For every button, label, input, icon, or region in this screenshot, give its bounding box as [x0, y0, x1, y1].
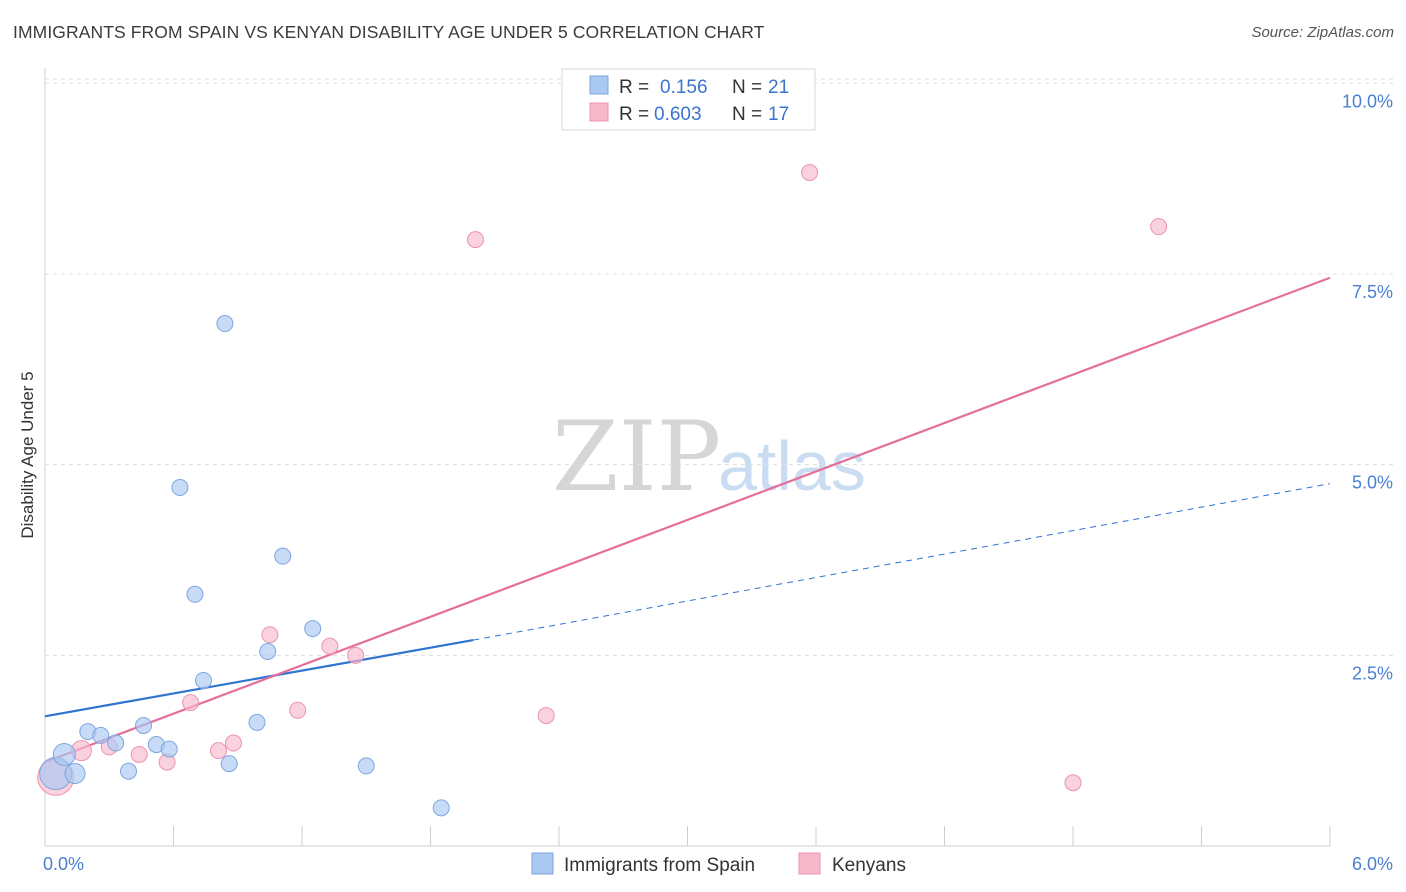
stats-r-value-blue: 0.156	[660, 77, 708, 98]
y-tick-label: 5.0%	[1352, 473, 1393, 493]
point-kenyans	[209, 742, 227, 760]
point-kenyans	[224, 734, 242, 752]
point-spain	[107, 734, 125, 752]
point-kenyans	[537, 707, 555, 725]
point-spain	[304, 620, 322, 638]
point-spain	[216, 315, 234, 333]
point-kenyans	[347, 646, 365, 664]
point-spain	[120, 762, 138, 780]
source-label: Source: ZipAtlas.com	[1251, 24, 1394, 41]
point-kenyans	[321, 637, 339, 655]
point-spain	[432, 799, 450, 817]
point-spain	[194, 671, 212, 689]
y-axis-label: Disability Age Under 5	[18, 371, 37, 538]
point-spain	[186, 585, 204, 603]
point-kenyans	[130, 745, 148, 763]
point-kenyans	[261, 626, 279, 644]
point-spain	[64, 763, 86, 785]
point-kenyans	[1150, 218, 1168, 236]
point-spain	[274, 547, 292, 565]
stats-box: R = 0.156 N = 21 R = 0.603 N = 17	[561, 68, 816, 131]
watermark-zip: ZIP	[552, 401, 721, 513]
y-tick-label: 2.5%	[1352, 663, 1393, 683]
stats-n-value-pink: 17	[768, 104, 789, 125]
point-spain	[160, 740, 178, 758]
gridlines	[45, 78, 1393, 656]
stats-swatch-pink	[589, 102, 609, 122]
trend-extension-spain	[473, 483, 1331, 641]
point-kenyans	[289, 701, 307, 719]
watermark-atlas: atlas	[718, 427, 866, 505]
point-kenyans	[182, 694, 200, 712]
point-spain	[220, 755, 238, 773]
legend: Immigrants from Spain Kenyans	[531, 852, 906, 876]
legend-label-spain: Immigrants from Spain	[564, 855, 755, 876]
point-spain	[135, 716, 153, 734]
stats-swatch-blue	[589, 75, 609, 95]
point-kenyans	[1064, 774, 1082, 792]
trend-line-spain	[44, 638, 474, 718]
y-tick-labels: 2.5% 5.0% 7.5% 10.0%	[1342, 91, 1393, 683]
stats-r-label-pink: R =	[619, 104, 649, 125]
chart-title: IMMIGRANTS FROM SPAIN VS KENYAN DISABILI…	[13, 22, 765, 42]
stats-r-label-blue: R =	[619, 77, 649, 98]
point-spain	[52, 742, 76, 766]
legend-label-kenyans: Kenyans	[832, 855, 906, 876]
point-spain	[92, 726, 110, 744]
stats-n-label-blue: N =	[732, 77, 762, 98]
legend-swatch-spain	[531, 852, 554, 875]
legend-swatch-kenyans	[798, 852, 821, 875]
point-spain	[248, 713, 266, 731]
point-spain	[171, 479, 189, 497]
stats-n-value-blue: 21	[768, 77, 789, 98]
point-kenyans	[466, 231, 484, 249]
data-points	[37, 163, 1168, 817]
point-kenyans	[801, 163, 819, 181]
trend-line-kenyans	[44, 276, 1331, 764]
point-spain	[259, 643, 277, 660]
trend-lines	[44, 276, 1331, 764]
point-spain	[357, 757, 375, 775]
stats-r-value-pink: 0.603	[654, 104, 702, 125]
stats-n-label-pink: N =	[732, 104, 762, 125]
y-tick-label: 7.5%	[1352, 282, 1393, 302]
y-tick-label: 10.0%	[1342, 91, 1393, 111]
x-tick-min: 0.0%	[43, 854, 84, 874]
x-tick-max: 6.0%	[1352, 854, 1393, 874]
